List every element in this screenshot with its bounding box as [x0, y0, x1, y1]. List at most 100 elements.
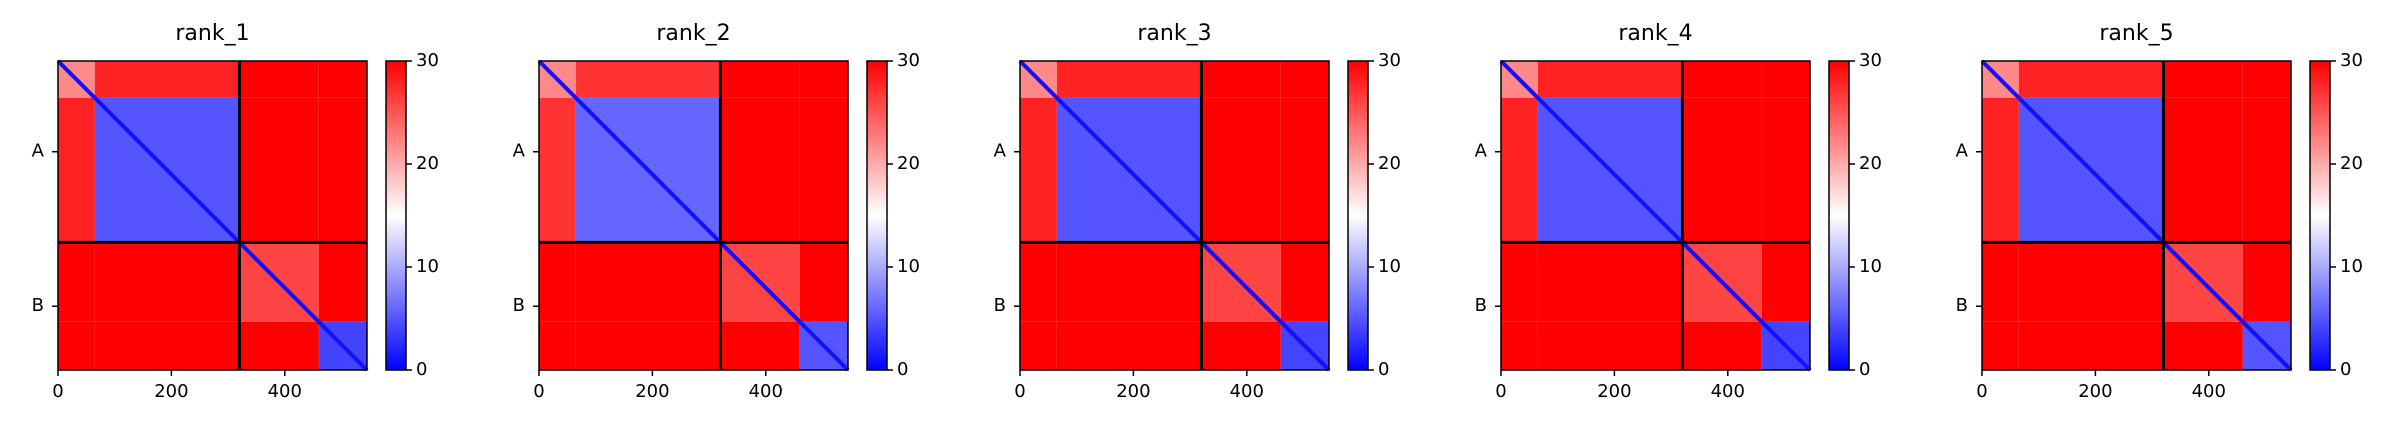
- chart-title: rank_2: [656, 21, 730, 46]
- x-tick-label: 0: [1495, 381, 1506, 402]
- x-tick-label: 200: [2078, 381, 2112, 402]
- colorbar: [1828, 60, 1850, 371]
- heat-cell: [2018, 242, 2164, 322]
- heat-cell: [2163, 97, 2243, 243]
- chart-title: rank_3: [1137, 21, 1211, 46]
- x-tick-label: 0: [1976, 381, 1987, 402]
- heat-cell: [2163, 321, 2243, 370]
- heat-cell: [1280, 97, 1329, 243]
- heat-cell: [2018, 61, 2164, 98]
- y-tick-label: B: [32, 295, 44, 316]
- colorbar-tick-label: 30: [897, 50, 920, 71]
- heat-cell: [1201, 61, 1281, 98]
- heat-cell: [1761, 97, 1810, 243]
- colorbar-tick-label: 0: [416, 359, 427, 380]
- heat-cell: [539, 321, 576, 370]
- colorbar-tick-label: 20: [1859, 153, 1882, 174]
- diagonal: [1499, 59, 1812, 372]
- heat-cell: [239, 61, 319, 98]
- heat-cell: [1682, 97, 1762, 243]
- heat-cell: [1201, 321, 1281, 370]
- heat-cell: [2242, 97, 2291, 243]
- colorbar-tick-label: 20: [2340, 153, 2363, 174]
- heat-cell: [799, 61, 848, 98]
- diagonal: [56, 59, 369, 372]
- colorbar-tick-label: 20: [416, 153, 439, 174]
- x-tick-label: 0: [52, 381, 63, 402]
- y-tick-label: A: [994, 141, 1007, 162]
- heat-cell: [1761, 242, 1810, 322]
- colorbar-tick-label: 10: [1859, 256, 1882, 277]
- colorbar-tick-label: 0: [2340, 359, 2351, 380]
- colorbar-tick-label: 30: [1378, 50, 1401, 71]
- y-tick-label: A: [513, 141, 526, 162]
- colorbar: [385, 60, 407, 371]
- heat-cell: [1501, 242, 1538, 322]
- heat-cell: [1537, 61, 1683, 98]
- heat-cell: [575, 242, 721, 322]
- heat-cell: [1761, 61, 1810, 98]
- colorbar-tick-label: 20: [1378, 153, 1401, 174]
- heat-cell: [539, 242, 576, 322]
- heat-cell: [1501, 97, 1538, 243]
- plot-frame: [538, 60, 849, 371]
- heat-cell: [94, 242, 240, 322]
- heat-cell: [1056, 242, 1202, 322]
- y-tick-label: A: [1475, 141, 1488, 162]
- plot-frame: [1981, 60, 2292, 371]
- heat-cell: [720, 61, 800, 98]
- heat-cell: [1537, 242, 1683, 322]
- heat-cell: [1056, 61, 1202, 98]
- diagonal: [1980, 59, 2293, 372]
- y-tick-label: B: [1475, 295, 1487, 316]
- x-tick-label: 200: [154, 381, 188, 402]
- x-tick-label: 200: [1597, 381, 1631, 402]
- heat-cell: [720, 97, 800, 243]
- heat-cell: [239, 97, 319, 243]
- heat-cell: [2242, 242, 2291, 322]
- heat-cell: [1020, 242, 1057, 322]
- x-tick-label: 200: [635, 381, 669, 402]
- heat-cell: [318, 61, 367, 98]
- colorbar-tick-label: 0: [1859, 359, 1870, 380]
- y-tick-label: B: [994, 295, 1006, 316]
- x-tick-label: 400: [1230, 381, 1264, 402]
- x-tick-label: 400: [749, 381, 783, 402]
- heat-cell: [1056, 321, 1202, 370]
- colorbar-tick-label: 0: [1378, 359, 1389, 380]
- x-tick-label: 400: [2192, 381, 2226, 402]
- heat-cell: [94, 61, 240, 98]
- heat-cell: [1501, 321, 1538, 370]
- heat-cell: [318, 242, 367, 322]
- heat-cell: [539, 97, 576, 243]
- x-tick-label: 400: [1711, 381, 1745, 402]
- colorbar-tick-label: 10: [1378, 256, 1401, 277]
- diagonal: [1018, 59, 1331, 372]
- chart-title: rank_1: [175, 21, 249, 46]
- x-tick-label: 400: [268, 381, 302, 402]
- colorbar-tick-label: 20: [897, 153, 920, 174]
- heat-cell: [1682, 61, 1762, 98]
- heat-cell: [1280, 61, 1329, 98]
- heat-cell: [94, 321, 240, 370]
- colorbar: [1347, 60, 1369, 371]
- colorbar-tick-label: 30: [416, 50, 439, 71]
- colorbar-tick-label: 30: [2340, 50, 2363, 71]
- colorbar-tick-label: 0: [897, 359, 908, 380]
- plot-frame: [1019, 60, 1330, 371]
- plot-frame: [1500, 60, 1811, 371]
- y-tick-label: A: [1956, 141, 1969, 162]
- heat-cell: [1280, 242, 1329, 322]
- colorbar: [2309, 60, 2331, 371]
- heat-cell: [58, 97, 95, 243]
- heat-cell: [1982, 242, 2019, 322]
- heat-cell: [1020, 97, 1057, 243]
- x-tick-label: 0: [533, 381, 544, 402]
- heat-cell: [2018, 321, 2164, 370]
- heat-cell: [1201, 97, 1281, 243]
- heat-cell: [2242, 61, 2291, 98]
- heat-cell: [1682, 321, 1762, 370]
- y-tick-label: A: [32, 141, 45, 162]
- heat-cell: [575, 61, 721, 98]
